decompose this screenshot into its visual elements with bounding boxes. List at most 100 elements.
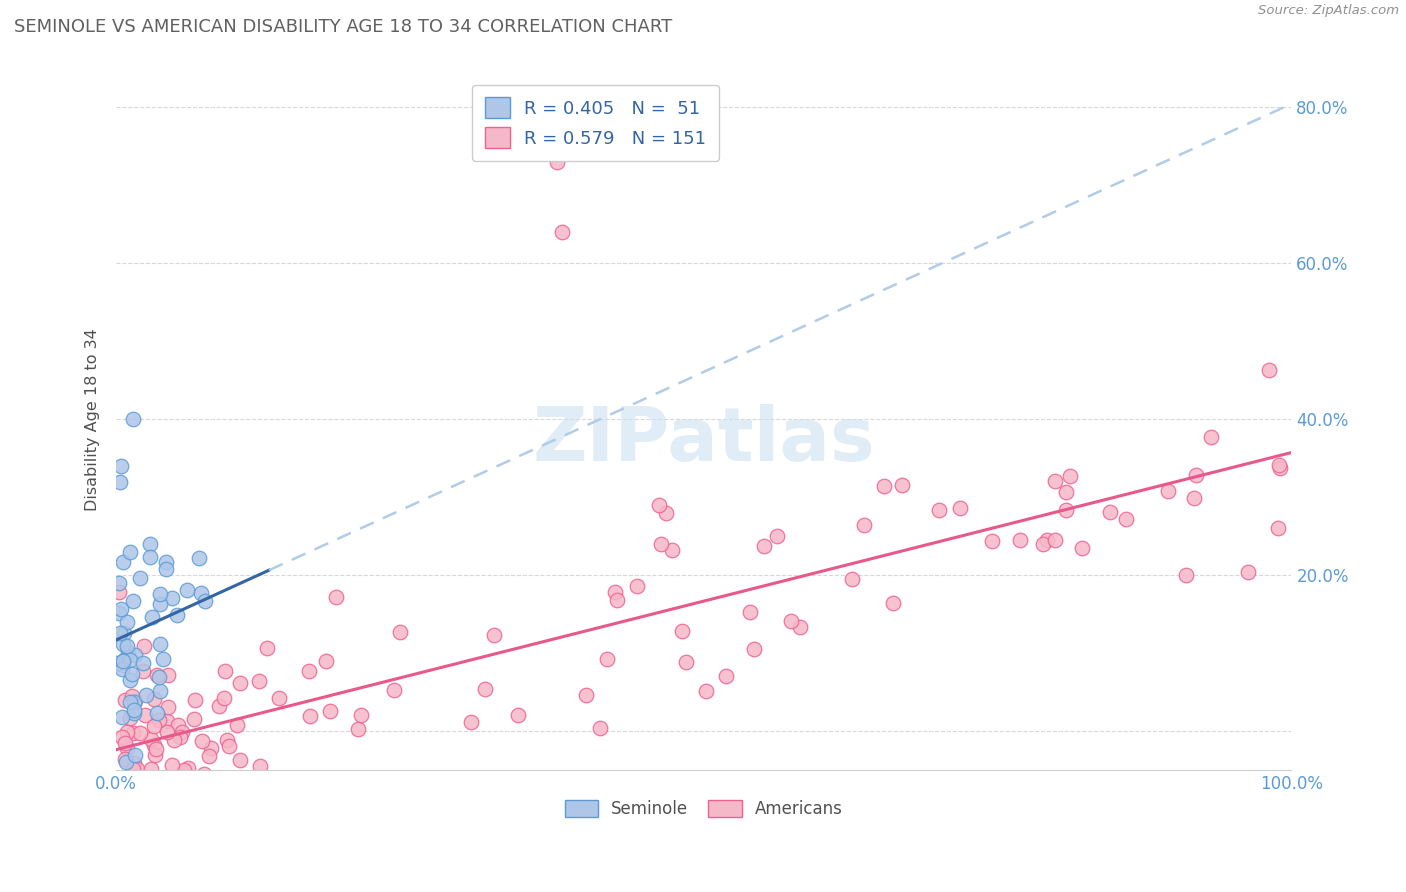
- Point: [128, 771, 150, 785]
- Y-axis label: Disability Age 18 to 34: Disability Age 18 to 34: [86, 328, 100, 510]
- Point: [190, 586, 212, 600]
- Point: [156, 724, 179, 739]
- Point: [120, 653, 142, 667]
- Point: [170, 771, 193, 785]
- Point: [111, 662, 134, 676]
- Point: [650, 537, 672, 551]
- Point: [111, 654, 134, 668]
- Point: [128, 726, 150, 740]
- Point: [149, 637, 172, 651]
- Point: [121, 666, 143, 681]
- Point: [124, 703, 146, 717]
- Point: [1267, 521, 1289, 535]
- Point: [108, 475, 131, 489]
- Point: [110, 771, 132, 785]
- Point: [347, 723, 370, 737]
- Point: [143, 748, 166, 763]
- Point: [928, 502, 950, 516]
- Point: [156, 668, 179, 682]
- Point: [882, 596, 904, 610]
- Point: [143, 771, 166, 785]
- Point: [247, 674, 270, 689]
- Point: [121, 690, 143, 704]
- Point: [595, 652, 617, 666]
- Point: [148, 669, 170, 683]
- Point: [385, 771, 408, 785]
- Point: [139, 550, 162, 565]
- Point: [506, 707, 529, 722]
- Point: [156, 771, 179, 785]
- Point: [176, 761, 198, 775]
- Point: [162, 771, 184, 785]
- Point: [111, 771, 134, 785]
- Point: [166, 608, 188, 623]
- Point: [194, 594, 217, 608]
- Point: [122, 756, 145, 771]
- Point: [606, 592, 628, 607]
- Point: [139, 771, 162, 785]
- Point: [589, 721, 612, 735]
- Point: [1201, 430, 1223, 444]
- Point: [120, 711, 142, 725]
- Point: [217, 733, 239, 747]
- Point: [208, 698, 231, 713]
- Point: [124, 748, 146, 763]
- Point: [225, 718, 247, 732]
- Point: [110, 602, 132, 616]
- Point: [172, 724, 194, 739]
- Point: [550, 225, 572, 239]
- Point: [1070, 541, 1092, 556]
- Point: [740, 605, 762, 619]
- Point: [134, 639, 156, 653]
- Point: [742, 641, 765, 656]
- Point: [1182, 491, 1205, 506]
- Point: [110, 771, 132, 785]
- Point: [134, 707, 156, 722]
- Point: [110, 458, 132, 473]
- Point: [675, 655, 697, 669]
- Point: [789, 620, 811, 634]
- Point: [198, 749, 221, 764]
- Point: [1054, 485, 1077, 500]
- Point: [671, 624, 693, 638]
- Legend: Seminole, Americans: Seminole, Americans: [558, 793, 849, 825]
- Point: [146, 668, 169, 682]
- Point: [298, 665, 321, 679]
- Point: [131, 771, 153, 785]
- Point: [145, 771, 167, 785]
- Point: [841, 572, 863, 586]
- Point: [139, 731, 162, 746]
- Point: [132, 771, 155, 785]
- Point: [114, 752, 136, 766]
- Point: [1237, 566, 1260, 580]
- Point: [120, 673, 142, 688]
- Point: [648, 499, 671, 513]
- Point: [1157, 484, 1180, 499]
- Point: [143, 738, 166, 752]
- Point: [118, 695, 141, 709]
- Point: [160, 757, 183, 772]
- Point: [389, 624, 412, 639]
- Point: [112, 637, 135, 651]
- Point: [1043, 474, 1066, 488]
- Point: [124, 694, 146, 708]
- Point: [163, 733, 186, 747]
- Point: [142, 692, 165, 706]
- Text: SEMINOLE VS AMERICAN DISABILITY AGE 18 TO 34 CORRELATION CHART: SEMINOLE VS AMERICAN DISABILITY AGE 18 T…: [14, 18, 672, 36]
- Point: [201, 771, 224, 785]
- Point: [298, 709, 321, 723]
- Point: [152, 651, 174, 665]
- Point: [176, 583, 198, 598]
- Point: [890, 477, 912, 491]
- Point: [200, 741, 222, 756]
- Point: [114, 693, 136, 707]
- Point: [128, 570, 150, 584]
- Point: [949, 501, 972, 516]
- Point: [460, 714, 482, 729]
- Point: [474, 682, 496, 697]
- Point: [112, 556, 135, 570]
- Point: [156, 699, 179, 714]
- Point: [714, 669, 737, 683]
- Point: [149, 597, 172, 611]
- Point: [146, 771, 169, 785]
